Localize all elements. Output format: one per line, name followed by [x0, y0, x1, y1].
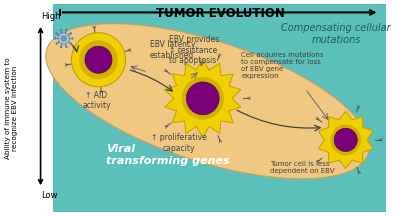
Circle shape [65, 29, 68, 32]
Text: Ability of immune system to
recognize EBV infection: Ability of immune system to recognize EB… [5, 57, 18, 159]
Polygon shape [165, 59, 241, 137]
Circle shape [79, 40, 118, 79]
Text: Compensating cellular
mutations: Compensating cellular mutations [281, 23, 391, 45]
Circle shape [334, 128, 357, 151]
Text: ↑ AID
activity: ↑ AID activity [82, 91, 111, 110]
Circle shape [330, 124, 361, 155]
Circle shape [71, 37, 74, 40]
Circle shape [72, 33, 126, 87]
Circle shape [56, 42, 58, 45]
Circle shape [65, 46, 68, 48]
Ellipse shape [46, 24, 369, 179]
Circle shape [60, 46, 62, 48]
Circle shape [60, 35, 67, 42]
Circle shape [70, 32, 72, 35]
Text: High: High [42, 12, 61, 21]
Text: Low: Low [42, 191, 58, 200]
Polygon shape [318, 111, 373, 168]
Text: Tumor cell is less
dependent on EBV: Tumor cell is less dependent on EBV [270, 161, 335, 174]
Bar [0, 4, 53, 212]
Circle shape [70, 42, 72, 45]
Circle shape [60, 29, 62, 32]
Text: Cell acquires mutations
to compensate for loss
of EBV gene
expression: Cell acquires mutations to compensate fo… [241, 52, 324, 79]
Text: ↑ proliferative
capacity: ↑ proliferative capacity [151, 133, 206, 152]
Text: Viral
transforming genes: Viral transforming genes [106, 144, 230, 166]
Circle shape [54, 37, 56, 40]
Bar [53, 4, 386, 212]
Circle shape [58, 33, 70, 44]
Text: TUMOR EVOLUTION: TUMOR EVOLUTION [156, 7, 284, 20]
Circle shape [85, 46, 112, 73]
Text: EBV latency
established: EBV latency established [150, 40, 195, 60]
Text: EBV provides
↑ resistance
to apoptosis: EBV provides ↑ resistance to apoptosis [169, 35, 219, 65]
Circle shape [186, 82, 219, 115]
Circle shape [56, 32, 58, 35]
Circle shape [182, 77, 224, 120]
